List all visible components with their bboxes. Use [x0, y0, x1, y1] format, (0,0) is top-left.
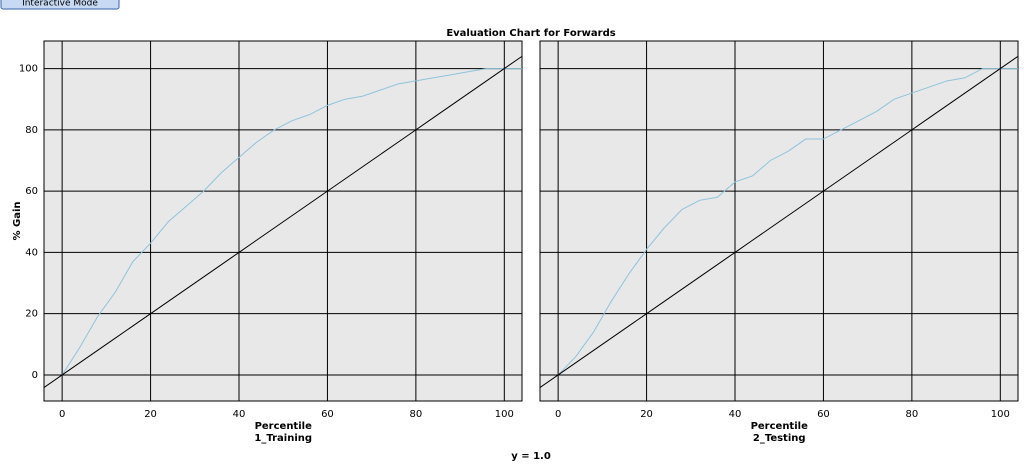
gain-line — [557, 68, 1018, 376]
y-tick-label: 60 — [25, 186, 38, 197]
x-tick-label: 80 — [906, 409, 919, 420]
x-tick-label: 80 — [410, 409, 423, 420]
y-tick-label: 20 — [25, 309, 38, 320]
chart-title: Evaluation Chart for Forwards — [446, 28, 615, 39]
plot-area — [539, 40, 1019, 402]
panel-subtitle: 1_Training — [254, 433, 312, 444]
panel-subtitle: 2_Testing — [753, 433, 806, 444]
baseline — [44, 55, 522, 389]
y-tick-label: 100 — [19, 64, 38, 75]
y-tick-label: 40 — [25, 247, 38, 258]
x-axis-label: Percentile — [255, 421, 313, 432]
button-label[interactable]: Interactive Mode — [22, 0, 98, 9]
x-tick-label: 40 — [729, 409, 742, 420]
x-tick-label: 20 — [640, 409, 653, 420]
x-tick-label: 60 — [321, 409, 334, 420]
x-tick-label: 20 — [144, 409, 157, 420]
x-tick-label: 0 — [59, 409, 65, 420]
x-axis-label: Percentile — [751, 421, 809, 432]
gain-line — [61, 68, 522, 376]
series-group — [44, 55, 522, 389]
y-axis-label: % Gain — [12, 201, 23, 240]
x-tick-label: 0 — [555, 409, 561, 420]
y-tick-label: 0 — [32, 370, 38, 381]
x-tick-label: 100 — [495, 409, 514, 420]
y-tick-label: 80 — [25, 125, 38, 136]
baseline — [540, 55, 1018, 389]
series-group — [540, 55, 1018, 389]
footer: y = 1.0 — [511, 451, 551, 462]
x-tick-label: 40 — [233, 409, 246, 420]
plot-area — [43, 40, 523, 402]
interactive-mode-button[interactable] — [0, 0, 120, 10]
x-tick-label: 60 — [817, 409, 830, 420]
x-tick-label: 100 — [991, 409, 1010, 420]
